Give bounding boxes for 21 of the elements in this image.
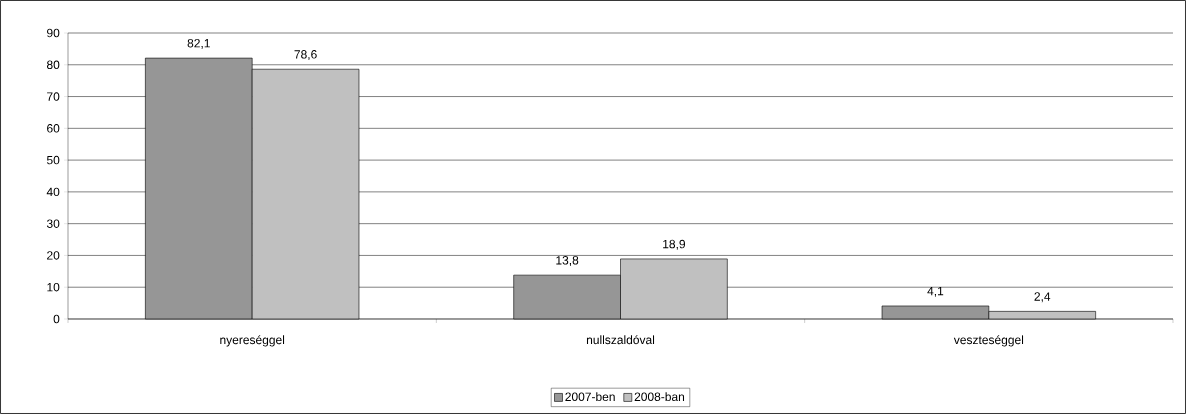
data-label: 13,8 bbox=[556, 256, 579, 266]
y-tick-label: 10 bbox=[47, 282, 60, 292]
y-tick-label: 80 bbox=[46, 60, 60, 70]
data-label: 78,6 bbox=[294, 50, 317, 61]
x-tick-label: nullszaldóval bbox=[586, 335, 655, 345]
data-label: 82,1 bbox=[187, 39, 210, 49]
y-tick-label: 70 bbox=[47, 92, 60, 101]
x-tick-label: veszteséggel bbox=[953, 335, 1024, 347]
y-tick-label: 30 bbox=[46, 219, 60, 228]
y-tick-label: 40 bbox=[46, 187, 60, 197]
y-tick-label: 50 bbox=[46, 155, 60, 165]
y-tick-label: 60 bbox=[47, 124, 60, 133]
y-tick-label: 20 bbox=[47, 251, 60, 260]
data-label: 2,4 bbox=[1034, 292, 1051, 303]
x-tick-label: nyereséggel bbox=[220, 335, 285, 347]
y-tick-label: 0 bbox=[53, 314, 60, 324]
data-label: 4,1 bbox=[927, 286, 944, 297]
y-tick-label: 90 bbox=[47, 28, 60, 38]
legend-label: 2007-ben bbox=[565, 392, 615, 401]
legend-label: 2008-ban bbox=[634, 392, 685, 401]
data-label: 18,9 bbox=[663, 239, 686, 250]
